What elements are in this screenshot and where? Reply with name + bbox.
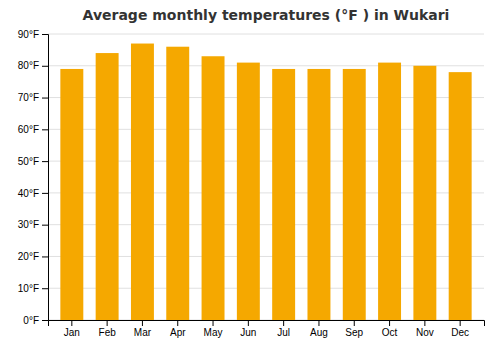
y-tick: 80°F [18, 60, 48, 71]
y-tick-mark [42, 66, 48, 67]
x-tick-mark [71, 320, 72, 326]
y-tick-mark [42, 34, 48, 35]
y-tick-mark [42, 193, 48, 194]
x-tick-mark [142, 320, 143, 326]
y-tick-label: 60°F [18, 124, 39, 135]
x-tick: Apr [170, 320, 186, 338]
plot-area: 0°F 10°F 20°F 30°F 40°F 50°F 60°F 70°F 80°F 90°F J… [18, 29, 485, 338]
y-tick-mark [42, 225, 48, 226]
x-tick-label: Dec [451, 327, 469, 338]
bar [202, 56, 225, 320]
bar [237, 63, 260, 320]
bar [166, 47, 189, 320]
x-tick: Aug [310, 320, 328, 338]
y-tick: 60°F [18, 124, 48, 135]
y-tick: 90°F [18, 29, 48, 40]
y-tick: 70°F [18, 92, 48, 103]
y-tick-mark [42, 256, 48, 257]
x-tick-mark [354, 320, 355, 326]
bar [378, 63, 401, 320]
x-tick-label: Feb [99, 327, 117, 338]
x-tick-mark [248, 320, 249, 326]
bar [413, 66, 436, 320]
x-axis: Jan Feb Mar Apr May Jun Jul Aug Sep Oct Nov Dec [49, 320, 485, 338]
bar [307, 69, 330, 320]
bar [343, 69, 366, 320]
x-tick: May [204, 320, 223, 338]
x-tick-mark [283, 320, 284, 326]
y-tick-label: 20°F [18, 251, 39, 262]
grid-line [48, 34, 484, 35]
x-tick-mark [177, 320, 178, 326]
y-tick: 40°F [18, 188, 48, 199]
x-tick: Jun [240, 320, 256, 338]
y-tick-label: 30°F [18, 219, 39, 230]
x-tick-label: Jan [64, 327, 80, 338]
y-tick: 10°F [18, 283, 48, 294]
y-tick-mark [42, 288, 48, 289]
x-tick-label: Nov [416, 327, 434, 338]
bar [272, 69, 295, 320]
x-tick-label: Aug [310, 327, 328, 338]
x-tick: Dec [451, 320, 469, 338]
x-tick: Nov [416, 320, 434, 338]
chart-svg: 0°F 10°F 20°F 30°F 40°F 50°F 60°F 70°F 80°F 90°F J… [0, 0, 500, 350]
x-tick-label: Sep [345, 327, 363, 338]
y-tick: 50°F [18, 156, 48, 167]
y-tick: 0°F [23, 315, 48, 326]
bars [60, 44, 471, 320]
y-tick-mark [42, 129, 48, 130]
y-tick-mark [42, 98, 48, 99]
y-tick-label: 50°F [18, 156, 39, 167]
bar [96, 53, 119, 320]
x-tick-mark [107, 320, 108, 326]
x-tick-mark [424, 320, 425, 326]
x-tick: Feb [99, 320, 117, 338]
y-axis-line [42, 35, 49, 321]
chart-title: Average monthly temperatures (°F ) in Wu… [83, 7, 450, 23]
x-tick-mark [460, 320, 461, 326]
x-axis-line [49, 321, 485, 327]
chart-container: 0°F 10°F 20°F 30°F 40°F 50°F 60°F 70°F 80°F 90°F J… [0, 0, 500, 350]
x-tick-label: Oct [382, 327, 398, 338]
x-tick-label: Jun [240, 327, 256, 338]
x-tick: Mar [134, 320, 152, 338]
y-tick-mark [42, 320, 48, 321]
x-tick-label: May [204, 327, 223, 338]
y-tick-label: 40°F [18, 188, 39, 199]
y-tick-label: 80°F [18, 60, 39, 71]
y-tick-label: 10°F [18, 283, 39, 294]
y-tick-label: 90°F [18, 29, 39, 40]
x-tick-mark [389, 320, 390, 326]
y-tick: 20°F [18, 251, 48, 262]
x-tick-label: Apr [170, 327, 186, 338]
bar [131, 44, 154, 320]
y-tick-label: 0°F [23, 315, 39, 326]
x-tick: Jan [64, 320, 80, 338]
y-tick-label: 70°F [18, 92, 39, 103]
x-tick-label: Mar [134, 327, 152, 338]
bar [60, 69, 83, 320]
x-tick-label: Jul [277, 327, 290, 338]
bar [449, 72, 472, 320]
y-tick-mark [42, 161, 48, 162]
x-tick: Oct [382, 320, 398, 338]
x-tick-mark [318, 320, 319, 326]
y-axis: 0°F 10°F 20°F 30°F 40°F 50°F 60°F 70°F 80°F 90°F [18, 29, 49, 326]
y-tick: 30°F [18, 219, 48, 230]
x-tick: Jul [277, 320, 290, 338]
x-tick: Sep [345, 320, 363, 338]
grid [48, 34, 484, 320]
x-tick-mark [213, 320, 214, 326]
